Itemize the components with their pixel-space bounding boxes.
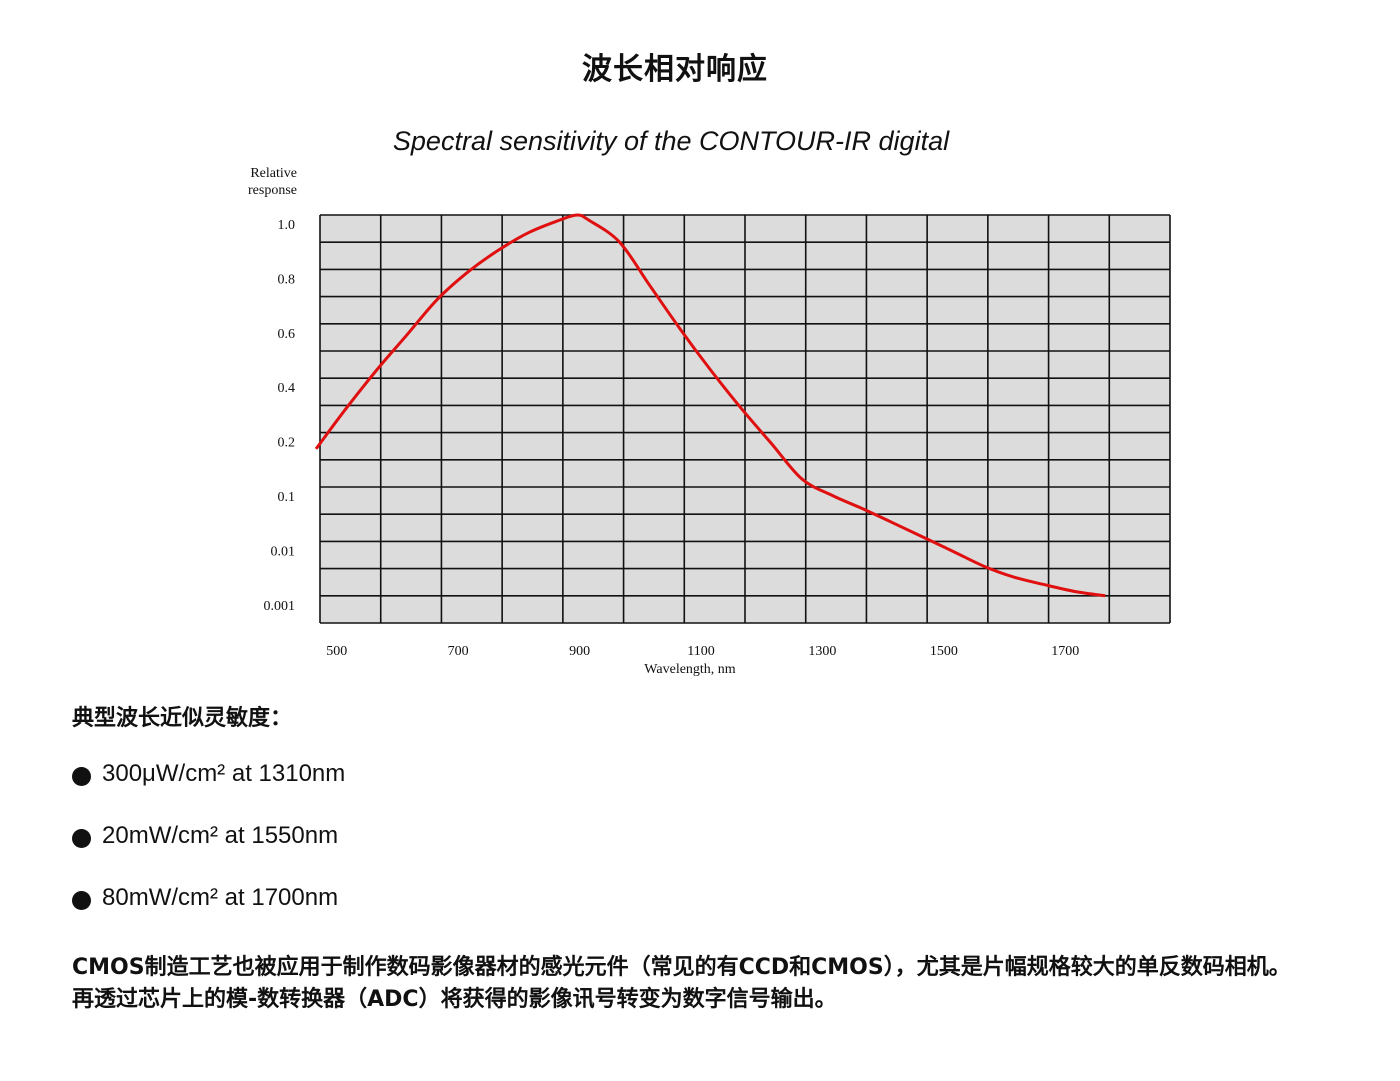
list-item-text: 80mW/cm² at 1700nm xyxy=(102,884,339,911)
chart-title: Spectral sensitivity of the CONTOUR-IR d… xyxy=(393,126,950,156)
list-item: 300μW/cm² at 1310nm xyxy=(72,760,345,822)
x-tick-label: 900 xyxy=(569,644,590,659)
x-tick-label: 1500 xyxy=(930,644,958,659)
y-axis-label-line-2: response xyxy=(248,183,297,198)
bullet-icon xyxy=(72,891,91,910)
bullet-icon xyxy=(72,767,91,786)
x-tick-label: 1100 xyxy=(687,644,714,659)
y-tick-label: 0.8 xyxy=(278,272,296,287)
list-item: 80mW/cm² at 1700nm xyxy=(72,884,345,946)
x-tick-label: 500 xyxy=(326,644,347,659)
sensitivity-heading: 典型波长近似灵敏度： xyxy=(72,706,293,731)
sensitivity-list: 300μW/cm² at 1310nm 20mW/cm² at 1550nm 8… xyxy=(72,760,345,946)
x-tick-label: 1700 xyxy=(1051,644,1079,659)
y-tick-label: 1.0 xyxy=(278,218,296,233)
x-tick-label: 1300 xyxy=(808,644,836,659)
y-tick-label: 0.2 xyxy=(278,436,296,451)
y-tick-label: 0.6 xyxy=(278,327,296,342)
description-paragraph: CMOS制造工艺也被应用于制作数码影像器材的感光元件（常见的有CCD和CMOS）… xyxy=(72,955,1291,1012)
sensitivity-curve xyxy=(314,213,1106,598)
spectral-sensitivity-chart: Spectral sensitivity of the CONTOUR-IR d… xyxy=(248,126,1171,677)
list-item-text: 300μW/cm² at 1310nm xyxy=(102,760,346,787)
page-title: 波长相对响应 xyxy=(582,52,768,87)
y-tick-label: 0.1 xyxy=(278,490,296,505)
y-tick-label: 0.4 xyxy=(278,381,296,396)
x-tick-label: 700 xyxy=(448,644,469,659)
list-item-text: 20mW/cm² at 1550nm xyxy=(102,822,339,849)
x-axis-label: Wavelength, nm xyxy=(644,662,736,677)
y-tick-label: 0.001 xyxy=(264,599,296,614)
y-tick-label: 0.01 xyxy=(271,544,296,559)
list-item: 20mW/cm² at 1550nm xyxy=(72,822,345,884)
y-axis-label-line-1: Relative xyxy=(250,166,297,181)
bullet-icon xyxy=(72,829,91,848)
